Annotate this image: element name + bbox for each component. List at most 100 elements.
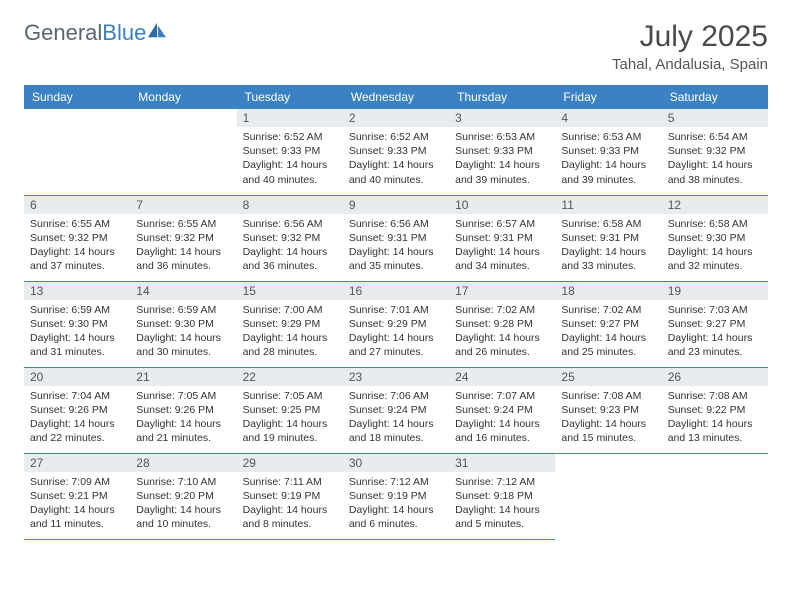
daylight-line: Daylight: 14 hours and 13 minutes. <box>668 417 762 445</box>
sunset-line: Sunset: 9:30 PM <box>668 231 762 245</box>
sunrise-line: Sunrise: 6:53 AM <box>455 130 549 144</box>
daylight-line: Daylight: 14 hours and 21 minutes. <box>136 417 230 445</box>
title-block: July 2025 Tahal, Andalusia, Spain <box>612 20 768 73</box>
calendar-cell: 22Sunrise: 7:05 AMSunset: 9:25 PMDayligh… <box>237 367 343 453</box>
day-info: Sunrise: 6:59 AMSunset: 9:30 PMDaylight:… <box>130 300 236 366</box>
sunset-line: Sunset: 9:30 PM <box>30 317 124 331</box>
sunrise-line: Sunrise: 7:02 AM <box>561 303 655 317</box>
day-info: Sunrise: 7:09 AMSunset: 9:21 PMDaylight:… <box>24 472 130 538</box>
daylight-line: Daylight: 14 hours and 39 minutes. <box>561 158 655 186</box>
sunrise-line: Sunrise: 7:08 AM <box>561 389 655 403</box>
day-info: Sunrise: 6:52 AMSunset: 9:33 PMDaylight:… <box>343 127 449 193</box>
sunset-line: Sunset: 9:24 PM <box>349 403 443 417</box>
day-info: Sunrise: 6:57 AMSunset: 9:31 PMDaylight:… <box>449 214 555 280</box>
sunrise-line: Sunrise: 6:56 AM <box>349 217 443 231</box>
weekday-header: Thursday <box>449 85 555 109</box>
daylight-line: Daylight: 14 hours and 38 minutes. <box>668 158 762 186</box>
day-number: 20 <box>24 368 130 386</box>
sunset-line: Sunset: 9:26 PM <box>136 403 230 417</box>
calendar-cell <box>555 453 661 539</box>
daylight-line: Daylight: 14 hours and 35 minutes. <box>349 245 443 273</box>
day-number: 4 <box>555 109 661 127</box>
day-number: 17 <box>449 282 555 300</box>
day-number: 3 <box>449 109 555 127</box>
calendar-cell: 11Sunrise: 6:58 AMSunset: 9:31 PMDayligh… <box>555 195 661 281</box>
day-number: 22 <box>237 368 343 386</box>
daylight-line: Daylight: 14 hours and 28 minutes. <box>243 331 337 359</box>
day-info: Sunrise: 7:07 AMSunset: 9:24 PMDaylight:… <box>449 386 555 452</box>
sunrise-line: Sunrise: 6:59 AM <box>30 303 124 317</box>
day-number: 21 <box>130 368 236 386</box>
day-info: Sunrise: 7:02 AMSunset: 9:27 PMDaylight:… <box>555 300 661 366</box>
day-number: 16 <box>343 282 449 300</box>
daylight-line: Daylight: 14 hours and 26 minutes. <box>455 331 549 359</box>
day-info: Sunrise: 6:52 AMSunset: 9:33 PMDaylight:… <box>237 127 343 193</box>
calendar-cell: 29Sunrise: 7:11 AMSunset: 9:19 PMDayligh… <box>237 453 343 539</box>
daylight-line: Daylight: 14 hours and 36 minutes. <box>136 245 230 273</box>
daylight-line: Daylight: 14 hours and 33 minutes. <box>561 245 655 273</box>
day-info: Sunrise: 7:00 AMSunset: 9:29 PMDaylight:… <box>237 300 343 366</box>
calendar-row: 20Sunrise: 7:04 AMSunset: 9:26 PMDayligh… <box>24 367 768 453</box>
sunset-line: Sunset: 9:28 PM <box>455 317 549 331</box>
calendar-cell: 27Sunrise: 7:09 AMSunset: 9:21 PMDayligh… <box>24 453 130 539</box>
daylight-line: Daylight: 14 hours and 8 minutes. <box>243 503 337 531</box>
sunset-line: Sunset: 9:27 PM <box>561 317 655 331</box>
sunset-line: Sunset: 9:25 PM <box>243 403 337 417</box>
calendar-cell: 13Sunrise: 6:59 AMSunset: 9:30 PMDayligh… <box>24 281 130 367</box>
calendar-cell: 23Sunrise: 7:06 AMSunset: 9:24 PMDayligh… <box>343 367 449 453</box>
calendar-cell: 25Sunrise: 7:08 AMSunset: 9:23 PMDayligh… <box>555 367 661 453</box>
calendar-cell: 2Sunrise: 6:52 AMSunset: 9:33 PMDaylight… <box>343 109 449 195</box>
sunset-line: Sunset: 9:32 PM <box>30 231 124 245</box>
day-number: 6 <box>24 196 130 214</box>
daylight-line: Daylight: 14 hours and 27 minutes. <box>349 331 443 359</box>
calendar-cell: 20Sunrise: 7:04 AMSunset: 9:26 PMDayligh… <box>24 367 130 453</box>
day-info: Sunrise: 7:01 AMSunset: 9:29 PMDaylight:… <box>343 300 449 366</box>
daylight-line: Daylight: 14 hours and 16 minutes. <box>455 417 549 445</box>
daylight-line: Daylight: 14 hours and 22 minutes. <box>30 417 124 445</box>
calendar-cell: 21Sunrise: 7:05 AMSunset: 9:26 PMDayligh… <box>130 367 236 453</box>
calendar-cell: 4Sunrise: 6:53 AMSunset: 9:33 PMDaylight… <box>555 109 661 195</box>
calendar-cell <box>130 109 236 195</box>
day-number: 18 <box>555 282 661 300</box>
sunrise-line: Sunrise: 7:01 AM <box>349 303 443 317</box>
calendar-cell: 16Sunrise: 7:01 AMSunset: 9:29 PMDayligh… <box>343 281 449 367</box>
calendar-cell: 14Sunrise: 6:59 AMSunset: 9:30 PMDayligh… <box>130 281 236 367</box>
calendar-cell: 30Sunrise: 7:12 AMSunset: 9:19 PMDayligh… <box>343 453 449 539</box>
logo: GeneralBlue <box>24 20 168 46</box>
sunrise-line: Sunrise: 6:56 AM <box>243 217 337 231</box>
calendar-cell: 6Sunrise: 6:55 AMSunset: 9:32 PMDaylight… <box>24 195 130 281</box>
day-number: 19 <box>662 282 768 300</box>
day-number: 8 <box>237 196 343 214</box>
sunset-line: Sunset: 9:32 PM <box>668 144 762 158</box>
sunrise-line: Sunrise: 7:12 AM <box>349 475 443 489</box>
daylight-line: Daylight: 14 hours and 10 minutes. <box>136 503 230 531</box>
day-info: Sunrise: 6:55 AMSunset: 9:32 PMDaylight:… <box>130 214 236 280</box>
calendar-table: SundayMondayTuesdayWednesdayThursdayFrid… <box>24 85 768 540</box>
sunrise-line: Sunrise: 6:52 AM <box>349 130 443 144</box>
day-info: Sunrise: 7:08 AMSunset: 9:23 PMDaylight:… <box>555 386 661 452</box>
calendar-cell: 9Sunrise: 6:56 AMSunset: 9:31 PMDaylight… <box>343 195 449 281</box>
calendar-cell: 10Sunrise: 6:57 AMSunset: 9:31 PMDayligh… <box>449 195 555 281</box>
calendar-cell: 18Sunrise: 7:02 AMSunset: 9:27 PMDayligh… <box>555 281 661 367</box>
sunset-line: Sunset: 9:29 PM <box>243 317 337 331</box>
sunrise-line: Sunrise: 7:05 AM <box>243 389 337 403</box>
calendar-cell: 7Sunrise: 6:55 AMSunset: 9:32 PMDaylight… <box>130 195 236 281</box>
calendar-cell: 17Sunrise: 7:02 AMSunset: 9:28 PMDayligh… <box>449 281 555 367</box>
day-number: 25 <box>555 368 661 386</box>
weekday-header: Saturday <box>662 85 768 109</box>
daylight-line: Daylight: 14 hours and 40 minutes. <box>349 158 443 186</box>
calendar-cell: 24Sunrise: 7:07 AMSunset: 9:24 PMDayligh… <box>449 367 555 453</box>
daylight-line: Daylight: 14 hours and 25 minutes. <box>561 331 655 359</box>
day-info: Sunrise: 7:08 AMSunset: 9:22 PMDaylight:… <box>662 386 768 452</box>
sunrise-line: Sunrise: 7:08 AM <box>668 389 762 403</box>
day-info: Sunrise: 6:56 AMSunset: 9:32 PMDaylight:… <box>237 214 343 280</box>
calendar-cell: 31Sunrise: 7:12 AMSunset: 9:18 PMDayligh… <box>449 453 555 539</box>
day-number: 14 <box>130 282 236 300</box>
day-info: Sunrise: 6:59 AMSunset: 9:30 PMDaylight:… <box>24 300 130 366</box>
daylight-line: Daylight: 14 hours and 6 minutes. <box>349 503 443 531</box>
day-number: 5 <box>662 109 768 127</box>
header: GeneralBlue July 2025 Tahal, Andalusia, … <box>24 20 768 73</box>
daylight-line: Daylight: 14 hours and 15 minutes. <box>561 417 655 445</box>
sunrise-line: Sunrise: 6:58 AM <box>561 217 655 231</box>
sunrise-line: Sunrise: 7:10 AM <box>136 475 230 489</box>
